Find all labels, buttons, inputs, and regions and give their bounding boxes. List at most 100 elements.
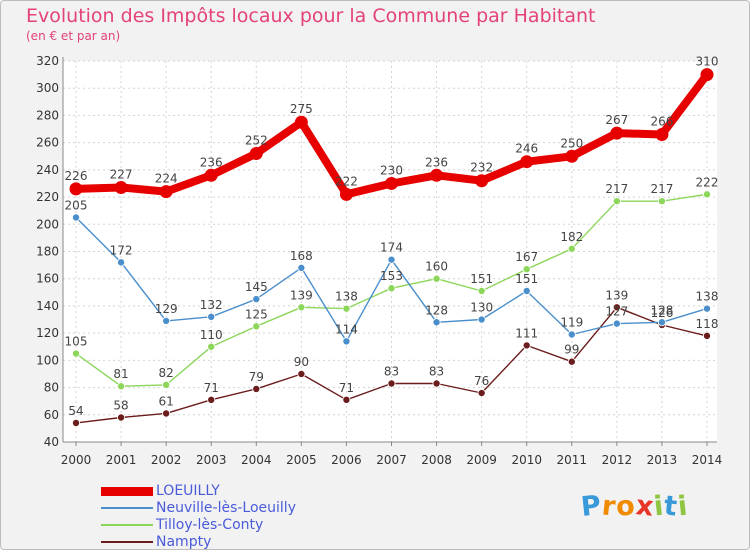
data-point-neuville-l-s-loeuilly [432, 318, 441, 327]
data-point-loeuilly [294, 115, 308, 129]
data-label-nampty: 90 [294, 355, 309, 369]
y-tick-label: 240 [36, 163, 59, 177]
data-point-neuville-l-s-loeuilly [342, 337, 351, 346]
data-label-tilloy-l-s-conty: 167 [515, 250, 538, 264]
y-tick-label: 80 [44, 381, 59, 395]
legend-label: Tilloy-lès-Conty [156, 517, 264, 533]
data-point-neuville-l-s-loeuilly [703, 304, 712, 313]
data-label-loeuilly: 275 [290, 102, 313, 116]
data-point-nampty [162, 409, 171, 418]
data-point-neuville-l-s-loeuilly [72, 213, 81, 222]
data-point-nampty [252, 384, 261, 393]
chart-title: Evolution des Impôts locaux pour la Comm… [26, 5, 596, 27]
x-tick-label: 2007 [376, 453, 407, 467]
legend-label: Nampty [156, 534, 212, 550]
data-label-neuville-l-s-loeuilly: 132 [200, 298, 223, 312]
data-label-neuville-l-s-loeuilly: 128 [425, 303, 448, 317]
data-label-neuville-l-s-loeuilly: 174 [380, 241, 403, 255]
y-tick-label: 260 [36, 136, 59, 150]
data-label-nampty: 126 [650, 306, 673, 320]
data-label-neuville-l-s-loeuilly: 128 [650, 303, 673, 317]
data-label-tilloy-l-s-conty: 81 [113, 367, 128, 381]
data-point-tilloy-l-s-conty [342, 304, 351, 313]
x-tick-label: 2005 [286, 453, 317, 467]
y-tick-label: 180 [36, 245, 59, 259]
data-label-neuville-l-s-loeuilly: 127 [605, 305, 628, 319]
data-label-neuville-l-s-loeuilly: 129 [155, 302, 178, 316]
data-point-nampty [612, 303, 621, 312]
data-label-loeuilly: 227 [110, 168, 133, 182]
data-label-neuville-l-s-loeuilly: 138 [696, 290, 719, 304]
data-point-neuville-l-s-loeuilly [657, 318, 666, 327]
data-label-loeuilly: 267 [605, 113, 628, 127]
data-point-neuville-l-s-loeuilly [207, 312, 216, 321]
data-point-neuville-l-s-loeuilly [567, 330, 576, 339]
data-point-nampty [432, 379, 441, 388]
chart-subtitle: (en € et par an) [26, 29, 121, 43]
data-point-loeuilly [204, 168, 218, 182]
data-label-loeuilly: 236 [200, 155, 223, 169]
data-point-loeuilly [385, 176, 398, 190]
data-label-nampty: 99 [564, 343, 579, 357]
legend-swatch [101, 486, 153, 496]
data-point-nampty [703, 331, 712, 340]
data-label-loeuilly: 250 [560, 136, 583, 150]
data-label-nampty: 71 [339, 381, 354, 395]
x-tick-label: 2009 [466, 453, 497, 467]
data-point-loeuilly [430, 168, 444, 182]
data-point-nampty [342, 395, 351, 404]
x-tick-label: 2000 [61, 453, 92, 467]
data-point-tilloy-l-s-conty [522, 265, 531, 274]
data-label-tilloy-l-s-conty: 151 [470, 272, 493, 286]
data-label-tilloy-l-s-conty: 217 [650, 182, 673, 196]
x-tick-label: 2013 [647, 453, 678, 467]
grid-layer [63, 60, 717, 443]
x-tick-label: 2014 [692, 453, 723, 467]
x-tick-label: 2010 [511, 453, 542, 467]
data-label-tilloy-l-s-conty: 125 [245, 307, 268, 321]
data-point-nampty [387, 379, 396, 388]
data-label-nampty: 61 [159, 394, 174, 408]
data-label-neuville-l-s-loeuilly: 119 [560, 316, 583, 330]
x-tick-label: 2002 [151, 453, 182, 467]
data-point-neuville-l-s-loeuilly [387, 255, 396, 264]
data-point-neuville-l-s-loeuilly [252, 295, 261, 304]
data-point-neuville-l-s-loeuilly [297, 263, 306, 272]
data-point-tilloy-l-s-conty [387, 284, 396, 293]
data-point-nampty [117, 413, 126, 422]
data-point-tilloy-l-s-conty [72, 349, 81, 358]
data-label-loeuilly: 236 [425, 155, 448, 169]
y-tick-label: 100 [36, 353, 59, 367]
data-point-loeuilly [610, 126, 624, 140]
x-tick-label: 2012 [602, 453, 633, 467]
data-label-neuville-l-s-loeuilly: 168 [290, 249, 313, 263]
data-label-loeuilly: 246 [515, 142, 538, 156]
logo-letter: i [676, 490, 691, 523]
data-label-loeuilly: 226 [65, 169, 88, 183]
data-label-nampty: 83 [384, 364, 399, 378]
data-point-nampty [297, 369, 306, 378]
data-label-nampty: 83 [429, 364, 444, 378]
y-tick-label: 60 [44, 408, 59, 422]
data-point-tilloy-l-s-conty [567, 244, 576, 253]
x-tick-label: 2008 [421, 453, 452, 467]
data-point-loeuilly [700, 68, 714, 82]
data-point-tilloy-l-s-conty [207, 342, 216, 351]
data-point-tilloy-l-s-conty [117, 382, 126, 391]
data-label-neuville-l-s-loeuilly: 205 [65, 198, 88, 212]
data-point-nampty [567, 357, 576, 366]
legend-swatch [101, 507, 153, 509]
data-label-nampty: 71 [204, 381, 219, 395]
data-label-tilloy-l-s-conty: 110 [200, 328, 223, 342]
data-label-tilloy-l-s-conty: 153 [380, 269, 403, 283]
data-point-loeuilly [69, 182, 83, 196]
data-point-loeuilly [114, 181, 128, 195]
data-point-nampty [207, 395, 216, 404]
data-label-tilloy-l-s-conty: 82 [159, 366, 174, 380]
data-point-loeuilly [475, 174, 489, 188]
data-point-loeuilly [339, 187, 353, 201]
x-tick-label: 2011 [557, 453, 588, 467]
data-label-nampty: 118 [696, 317, 719, 331]
data-label-nampty: 79 [249, 370, 264, 384]
